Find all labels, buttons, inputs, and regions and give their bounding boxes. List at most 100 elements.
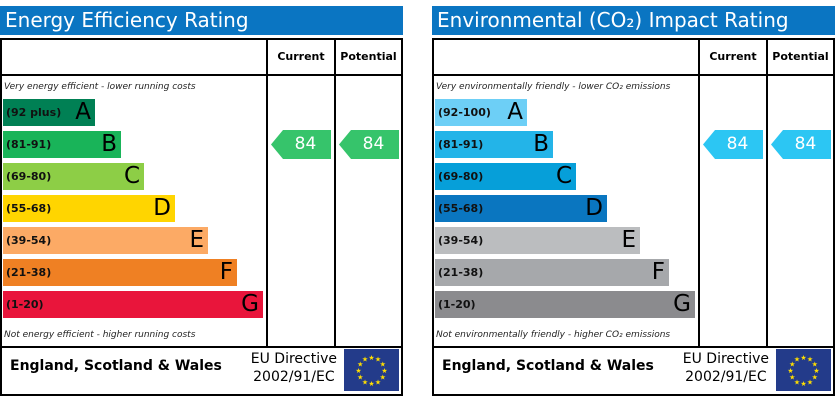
band-b: (81-91) B xyxy=(3,131,121,158)
band-range: (21-38) xyxy=(438,266,484,279)
band-letter: A xyxy=(75,99,91,125)
svg-text:★: ★ xyxy=(375,356,381,364)
top-note: Very environmentally friendly - lower CO… xyxy=(436,82,671,92)
potential-rating-arrow: 84 xyxy=(339,130,399,159)
band-range: (39-54) xyxy=(438,234,484,247)
environmental-impact-chart: Environmental (CO₂) Impact Rating Curren… xyxy=(432,0,835,404)
svg-text:★: ★ xyxy=(362,378,368,386)
svg-text:★: ★ xyxy=(355,367,361,375)
band-f: (21-38) F xyxy=(3,259,237,286)
svg-text:★: ★ xyxy=(368,354,374,362)
svg-text:★: ★ xyxy=(794,378,800,386)
eu-flag-icon: ★ ★ ★ ★ ★ ★ ★ ★ ★ ★ ★ ★ xyxy=(344,349,399,391)
band-letter: G xyxy=(673,291,691,317)
region-label: England, Scotland & Wales xyxy=(10,358,222,374)
chart-title: Energy Efficiency Rating xyxy=(0,6,403,35)
svg-text:★: ★ xyxy=(807,378,813,386)
divider xyxy=(266,40,268,346)
divider xyxy=(766,40,768,346)
directive-line: EU Directive xyxy=(250,351,337,367)
band-letter: B xyxy=(533,131,549,157)
band-c: (69-80) C xyxy=(435,163,576,190)
band-range: (1-20) xyxy=(438,298,476,311)
band-e: (39-54) E xyxy=(435,227,640,254)
band-range: (69-80) xyxy=(438,170,484,183)
current-rating-arrow: 84 xyxy=(703,130,763,159)
chart-title: Environmental (CO₂) Impact Rating xyxy=(432,6,835,35)
band-range: (55-68) xyxy=(438,202,484,215)
svg-text:★: ★ xyxy=(812,361,818,369)
svg-text:★: ★ xyxy=(794,356,800,364)
band-letter: E xyxy=(621,227,636,253)
region-label: England, Scotland & Wales xyxy=(442,358,654,374)
band-range: (55-68) xyxy=(6,202,52,215)
svg-text:★: ★ xyxy=(368,380,374,388)
band-range: (21-38) xyxy=(6,266,52,279)
directive-line: EU Directive xyxy=(682,351,769,367)
svg-text:★: ★ xyxy=(800,354,806,362)
energy-efficiency-chart: Energy Efficiency Rating Current Potenti… xyxy=(0,0,403,404)
svg-text:★: ★ xyxy=(789,361,795,369)
band-letter: C xyxy=(555,163,572,189)
band-range: (1-20) xyxy=(6,298,44,311)
rating-table: Current Potential Very environmentally f… xyxy=(432,38,835,396)
current-rating-arrow: 84 xyxy=(271,130,331,159)
band-letter: B xyxy=(101,131,117,157)
band-e: (39-54) E xyxy=(3,227,208,254)
svg-text:★: ★ xyxy=(789,374,795,382)
band-c: (69-80) C xyxy=(3,163,144,190)
current-header: Current xyxy=(277,50,325,63)
band-letter: E xyxy=(189,227,204,253)
svg-text:★: ★ xyxy=(380,361,386,369)
band-range: (69-80) xyxy=(6,170,52,183)
svg-text:★: ★ xyxy=(787,367,793,375)
divider xyxy=(334,40,336,346)
band-g: (1-20) G xyxy=(3,291,263,318)
directive-line: 2002/91/EC xyxy=(685,369,767,385)
eu-directive: EU Directive 2002/91/EC xyxy=(251,350,337,386)
band-d: (55-68) D xyxy=(3,195,175,222)
band-range: (81-91) xyxy=(438,138,484,151)
svg-text:★: ★ xyxy=(807,356,813,364)
band-range: (92-100) xyxy=(438,106,491,119)
band-letter: D xyxy=(585,195,603,221)
svg-text:★: ★ xyxy=(357,361,363,369)
potential-header: Potential xyxy=(340,50,397,63)
directive-line: 2002/91/EC xyxy=(253,369,335,385)
svg-text:★: ★ xyxy=(812,374,818,382)
band-a: (92 plus) A xyxy=(3,99,95,126)
current-header: Current xyxy=(709,50,757,63)
band-range: (92 plus) xyxy=(6,106,62,119)
band-range: (81-91) xyxy=(6,138,52,151)
band-letter: D xyxy=(153,195,171,221)
band-letter: C xyxy=(123,163,140,189)
band-letter: F xyxy=(651,259,665,285)
eu-flag-icon: ★ ★ ★ ★ ★ ★ ★ ★ ★ ★ ★ ★ xyxy=(776,349,831,391)
svg-text:★: ★ xyxy=(813,367,819,375)
svg-text:★: ★ xyxy=(357,374,363,382)
band-g: (1-20) G xyxy=(435,291,695,318)
top-note: Very energy efficient - lower running co… xyxy=(4,82,196,92)
band-b: (81-91) B xyxy=(435,131,553,158)
band-letter: A xyxy=(507,99,523,125)
svg-text:★: ★ xyxy=(800,380,806,388)
svg-text:★: ★ xyxy=(362,356,368,364)
potential-rating-arrow: 84 xyxy=(771,130,831,159)
band-range: (39-54) xyxy=(6,234,52,247)
bottom-note: Not environmentally friendly - higher CO… xyxy=(436,330,671,340)
band-letter: F xyxy=(219,259,233,285)
divider xyxy=(2,346,401,348)
bottom-note: Not energy efficient - higher running co… xyxy=(4,330,196,340)
svg-text:★: ★ xyxy=(375,378,381,386)
band-a: (92-100) A xyxy=(435,99,527,126)
eu-directive: EU Directive 2002/91/EC xyxy=(683,350,769,386)
divider xyxy=(434,346,833,348)
rating-table: Current Potential Very energy efficient … xyxy=(0,38,403,396)
band-d: (55-68) D xyxy=(435,195,607,222)
svg-text:★: ★ xyxy=(380,374,386,382)
band-letter: G xyxy=(241,291,259,317)
svg-text:★: ★ xyxy=(381,367,387,375)
divider xyxy=(2,74,401,76)
potential-header: Potential xyxy=(772,50,829,63)
divider xyxy=(434,74,833,76)
